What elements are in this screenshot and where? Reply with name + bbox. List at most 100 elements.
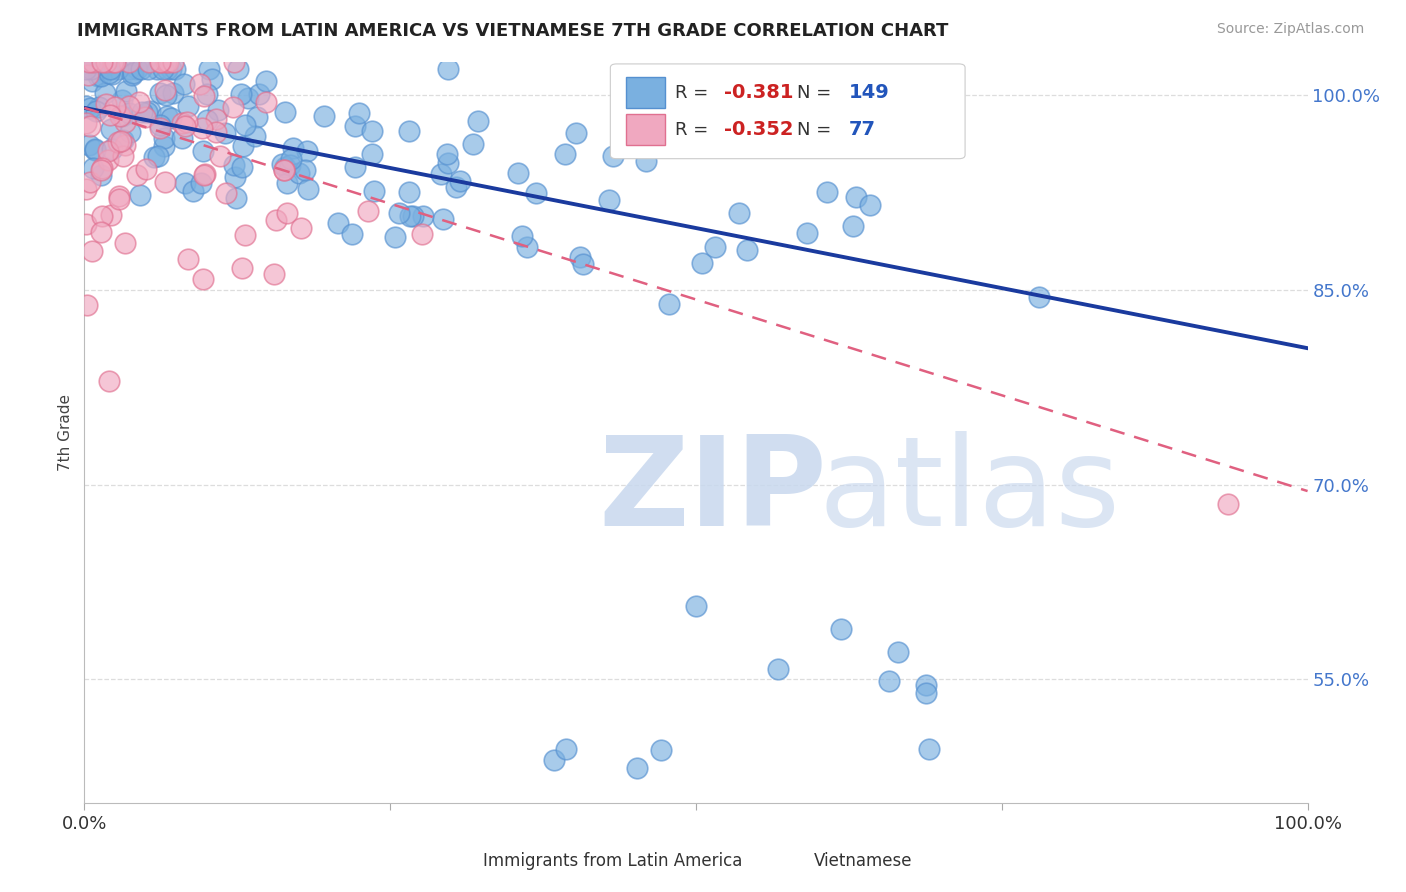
Point	[225, 191, 247, 205]
Point	[91, 55, 114, 70]
Point	[195, 87, 218, 102]
Point	[125, 62, 148, 76]
Point	[190, 176, 212, 190]
Point	[100, 121, 122, 136]
Point	[246, 110, 269, 124]
Text: -0.352: -0.352	[724, 120, 793, 139]
Point	[114, 236, 136, 251]
Point	[467, 114, 489, 128]
Point	[77, 138, 100, 153]
Point	[436, 147, 458, 161]
Point	[98, 107, 121, 121]
Point	[101, 141, 124, 155]
Point	[149, 55, 172, 70]
Point	[1216, 497, 1239, 511]
Point	[357, 203, 380, 218]
Point	[82, 244, 104, 258]
Point	[328, 216, 350, 230]
Point	[138, 55, 160, 70]
Point	[128, 95, 150, 109]
Text: R =: R =	[675, 84, 714, 102]
FancyBboxPatch shape	[443, 848, 478, 873]
Point	[176, 115, 198, 129]
Point	[118, 99, 141, 113]
Text: Immigrants from Latin America: Immigrants from Latin America	[484, 852, 742, 870]
Point	[79, 101, 101, 115]
Point	[278, 158, 301, 172]
Point	[112, 133, 135, 147]
Point	[176, 99, 198, 113]
Point	[281, 141, 304, 155]
Point	[735, 243, 758, 257]
Point	[274, 160, 297, 174]
Point	[118, 106, 141, 120]
Point	[97, 153, 120, 168]
Point	[170, 131, 193, 145]
Point	[96, 55, 118, 70]
Point	[98, 62, 121, 76]
Point	[658, 297, 681, 311]
Point	[153, 83, 176, 97]
Text: Vietnamese: Vietnamese	[814, 852, 912, 870]
Point	[121, 68, 143, 82]
Point	[155, 55, 177, 70]
Point	[363, 184, 385, 198]
Point	[274, 105, 297, 120]
Point	[254, 95, 277, 110]
Point	[79, 119, 101, 133]
Point	[634, 153, 657, 168]
Text: 77: 77	[849, 120, 876, 139]
Point	[430, 167, 453, 181]
Point	[243, 128, 266, 143]
Point	[915, 678, 938, 692]
Point	[148, 148, 170, 162]
Point	[139, 103, 162, 118]
Point	[91, 209, 114, 223]
Point	[176, 252, 198, 266]
Point	[118, 62, 141, 76]
Point	[690, 256, 713, 270]
Point	[312, 109, 335, 123]
Point	[204, 112, 226, 127]
Text: -0.381: -0.381	[724, 83, 793, 103]
Point	[107, 62, 129, 76]
Point	[111, 93, 134, 107]
Point	[918, 741, 941, 756]
Point	[233, 227, 256, 242]
Point	[146, 62, 169, 76]
Point	[728, 205, 751, 219]
Point	[97, 144, 120, 158]
Point	[650, 743, 672, 757]
Point	[887, 645, 910, 659]
Point	[153, 131, 176, 145]
Text: N =: N =	[797, 84, 838, 102]
Point	[153, 175, 176, 189]
Point	[845, 189, 868, 203]
Point	[155, 88, 177, 103]
Point	[149, 55, 172, 70]
Point	[229, 87, 252, 101]
Point	[90, 225, 112, 239]
Point	[173, 120, 195, 134]
Point	[160, 62, 183, 76]
Text: ZIP: ZIP	[598, 432, 827, 552]
Point	[193, 89, 215, 103]
Point	[564, 127, 586, 141]
Text: atlas: atlas	[818, 432, 1121, 552]
Point	[188, 77, 211, 91]
Point	[231, 161, 253, 175]
Point	[598, 194, 620, 208]
Point	[111, 109, 134, 123]
Point	[276, 206, 298, 220]
Point	[89, 62, 111, 76]
Point	[90, 69, 112, 83]
Point	[135, 161, 157, 176]
Point	[91, 161, 114, 176]
Point	[173, 176, 195, 190]
Point	[235, 118, 257, 132]
Point	[295, 145, 318, 159]
Point	[75, 99, 97, 113]
Point	[232, 139, 254, 153]
Point	[94, 86, 117, 100]
Point	[602, 149, 624, 163]
